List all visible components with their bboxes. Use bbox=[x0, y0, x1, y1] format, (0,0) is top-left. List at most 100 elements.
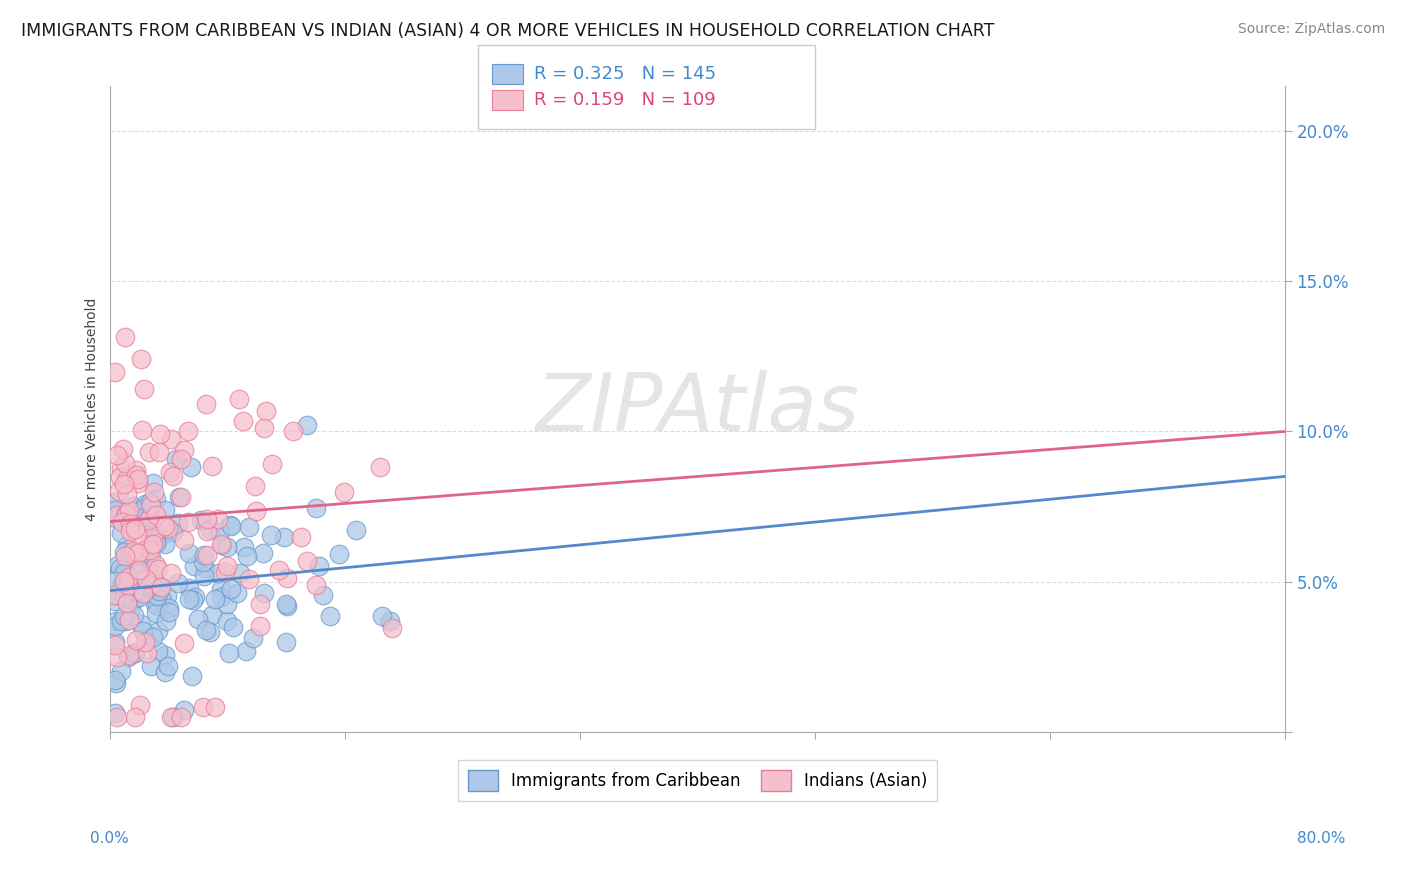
Point bbox=[157, 521, 180, 535]
Point bbox=[295, 554, 318, 568]
Point bbox=[132, 500, 155, 515]
Point bbox=[110, 614, 132, 628]
Point bbox=[129, 698, 152, 713]
Point bbox=[221, 518, 243, 533]
Point bbox=[229, 566, 252, 580]
Point bbox=[112, 574, 135, 589]
Point bbox=[117, 596, 139, 610]
Point bbox=[125, 632, 148, 647]
Point bbox=[115, 507, 138, 521]
Point bbox=[295, 417, 318, 432]
Point bbox=[259, 528, 281, 542]
Point bbox=[157, 605, 180, 619]
Point bbox=[167, 490, 190, 504]
Point bbox=[114, 549, 136, 564]
Text: Source: ZipAtlas.com: Source: ZipAtlas.com bbox=[1237, 22, 1385, 37]
Point bbox=[115, 472, 138, 486]
Point bbox=[170, 490, 193, 504]
Point bbox=[131, 423, 153, 437]
Point bbox=[276, 571, 298, 585]
Legend: Immigrants from Caribbean, Indians (Asian): Immigrants from Caribbean, Indians (Asia… bbox=[458, 760, 938, 801]
Point bbox=[249, 597, 271, 611]
Point bbox=[105, 614, 128, 628]
Point bbox=[177, 424, 200, 438]
Point bbox=[150, 591, 173, 606]
Point bbox=[122, 499, 145, 513]
Point bbox=[153, 519, 176, 533]
Point bbox=[370, 609, 392, 624]
Point bbox=[125, 527, 148, 541]
Point bbox=[104, 635, 127, 649]
Point bbox=[111, 442, 134, 457]
Point bbox=[198, 625, 221, 640]
Point bbox=[112, 590, 135, 604]
Point bbox=[143, 597, 166, 611]
Point bbox=[136, 513, 159, 527]
Point bbox=[135, 631, 157, 645]
Point bbox=[107, 558, 129, 572]
Point bbox=[253, 421, 276, 435]
Point bbox=[118, 648, 141, 662]
Point bbox=[195, 524, 218, 538]
Point bbox=[118, 503, 141, 517]
Point bbox=[131, 511, 153, 525]
Point bbox=[191, 700, 214, 714]
Point bbox=[127, 566, 149, 581]
Point bbox=[187, 612, 209, 626]
Point bbox=[120, 568, 142, 582]
Point bbox=[232, 541, 254, 555]
Point bbox=[134, 382, 156, 396]
Point bbox=[118, 513, 141, 527]
Point bbox=[110, 664, 132, 678]
Point bbox=[204, 592, 226, 607]
Point bbox=[136, 537, 159, 551]
Point bbox=[193, 548, 215, 562]
Point bbox=[112, 561, 135, 575]
Point bbox=[139, 495, 162, 509]
Point bbox=[149, 581, 172, 595]
Text: R = 0.325   N = 145: R = 0.325 N = 145 bbox=[534, 65, 717, 83]
Point bbox=[118, 517, 141, 532]
Point bbox=[114, 330, 136, 344]
Point bbox=[180, 460, 202, 475]
Point bbox=[222, 620, 245, 634]
Point bbox=[195, 548, 218, 562]
Point bbox=[129, 616, 152, 631]
Point bbox=[142, 537, 165, 551]
Point bbox=[143, 484, 166, 499]
Point bbox=[148, 562, 170, 576]
Point bbox=[115, 538, 138, 552]
Point bbox=[214, 565, 236, 579]
Point bbox=[115, 487, 138, 501]
Point bbox=[124, 709, 146, 723]
Point bbox=[254, 404, 277, 418]
Y-axis label: 4 or more Vehicles in Household: 4 or more Vehicles in Household bbox=[86, 297, 100, 521]
Point bbox=[108, 470, 131, 484]
Point bbox=[183, 591, 205, 605]
Point bbox=[145, 532, 167, 546]
Point bbox=[110, 525, 132, 540]
Point bbox=[260, 457, 283, 471]
Point bbox=[104, 593, 127, 607]
Point bbox=[308, 558, 330, 573]
Point bbox=[118, 613, 141, 627]
Point bbox=[104, 574, 127, 589]
Point bbox=[153, 665, 176, 679]
Point bbox=[276, 599, 298, 614]
Point bbox=[380, 614, 402, 628]
Point bbox=[207, 512, 229, 526]
Point bbox=[145, 599, 167, 614]
Point bbox=[173, 636, 195, 650]
Point bbox=[276, 597, 298, 611]
Text: ZIPAtlas: ZIPAtlas bbox=[536, 370, 859, 448]
Point bbox=[139, 549, 162, 564]
Point bbox=[281, 424, 304, 438]
Point bbox=[193, 569, 215, 583]
Point bbox=[142, 476, 165, 491]
Point bbox=[124, 522, 146, 536]
Point bbox=[134, 634, 156, 648]
Point bbox=[156, 658, 179, 673]
Point bbox=[112, 566, 135, 580]
Point bbox=[159, 465, 181, 479]
Point bbox=[127, 472, 149, 486]
